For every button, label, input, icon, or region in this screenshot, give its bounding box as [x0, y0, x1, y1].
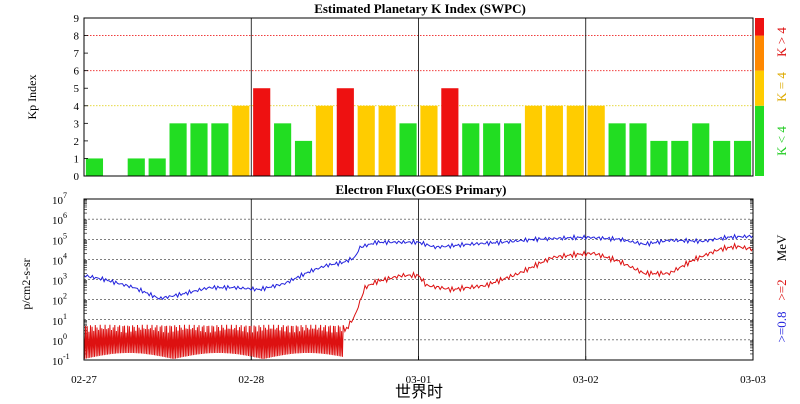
flux-series-2mev-line [83, 242, 754, 360]
kp-color-scale [755, 18, 764, 176]
flux-chart-title: Electron Flux(GOES Primary) [336, 182, 507, 197]
kp-bar [650, 140, 668, 176]
kp-bar [587, 105, 605, 176]
flux-y-tick-label: 100 [52, 332, 67, 348]
kp-bar [420, 105, 438, 176]
flux-x-tick-label: 02-28 [238, 374, 264, 386]
legend-k-low: K < 4 [774, 126, 789, 156]
kp-y-tick-label: 5 [74, 83, 80, 95]
kp-y-tick-label: 8 [74, 31, 80, 43]
kp-y-axis-label: Kp Index [25, 75, 39, 120]
kp-bar [315, 105, 333, 176]
kp-bar [566, 105, 584, 176]
kp-bar [671, 140, 689, 176]
legend-series-0.8mev: >=0.8 [774, 312, 789, 343]
kp-scale-segment [755, 105, 764, 176]
legend-unit-mev: MeV [774, 234, 789, 261]
kp-scale-segment [755, 70, 764, 106]
flux-y-tick-label: 102 [52, 292, 67, 308]
kp-y-tick-label: 4 [74, 101, 80, 113]
flux-y-tick-label: 103 [52, 272, 67, 288]
kp-y-tick-label: 7 [74, 48, 80, 60]
kp-grid [84, 18, 753, 176]
flux-x-tick-label: 03-03 [740, 374, 766, 386]
flux-y-tick-label: 10-1 [52, 352, 70, 368]
kp-y-tick-label: 0 [74, 171, 80, 183]
kp-bar [524, 105, 543, 176]
kp-y-tick-label: 3 [74, 118, 80, 130]
kp-y-tick-label: 9 [74, 13, 80, 25]
kp-bar [294, 140, 313, 176]
kp-bar [253, 88, 271, 176]
kp-scale-segment [755, 35, 764, 71]
kp-bar [336, 88, 354, 176]
kp-bar [399, 123, 417, 176]
flux-x-tick-labels: 02-27 02-28 03-01 03-02 03-03 [71, 356, 766, 386]
kp-bar [441, 88, 459, 176]
flux-x-tick-label: 03-02 [573, 374, 599, 386]
kp-bar [148, 158, 166, 176]
kp-bar [357, 105, 375, 176]
kp-bars [85, 88, 752, 176]
legend-k-equal: K = 4 [774, 72, 789, 102]
flux-y-tick-label: 101 [52, 312, 67, 328]
kp-bar [274, 123, 292, 176]
kp-bar [232, 105, 250, 176]
kp-bar [169, 123, 187, 176]
kp-scale-segment [755, 18, 764, 36]
flux-series-0.8mev-line [83, 233, 754, 301]
flux-x-tick-label: 03-01 [406, 374, 432, 386]
kp-bar [713, 140, 731, 176]
flux-y-tick-labels: 107 106 105 104 103 102 101 100 10-1 [52, 191, 70, 368]
kp-y-tick-label: 6 [74, 66, 80, 78]
kp-bar [211, 123, 229, 176]
kp-bar [545, 105, 563, 176]
kp-bar [504, 123, 522, 176]
legend-series-2mev: >=2 [774, 279, 789, 300]
flux-y-tick-label: 106 [52, 211, 67, 227]
kp-bar [85, 158, 104, 176]
kp-bar [733, 140, 752, 176]
kp-y-tick-label: 2 [74, 136, 80, 148]
flux-y-tick-label: 107 [52, 191, 67, 207]
kp-bar [378, 105, 396, 176]
kp-y-tick-label: 1 [74, 153, 80, 165]
flux-y-tick-label: 104 [52, 251, 67, 267]
kp-bar [629, 123, 647, 176]
legend-k-high: K > 4 [774, 27, 789, 57]
kp-y-tick-labels: 0 1 2 3 4 5 6 7 8 9 [74, 13, 88, 183]
kp-bar [462, 123, 480, 176]
kp-bar [608, 123, 626, 176]
flux-y-axis-label: p/cm2-s-sr [19, 258, 33, 309]
kp-bar [190, 123, 208, 176]
kp-plot-frame [83, 17, 754, 177]
kp-chart-title: Estimated Planetary K Index (SWPC) [314, 1, 526, 16]
kp-bar [483, 123, 501, 176]
flux-y-tick-label: 105 [52, 231, 67, 247]
flux-x-tick-label: 02-27 [71, 374, 97, 386]
kp-bar [127, 158, 145, 176]
kp-bar [692, 123, 710, 176]
flux-x-axis-label: 世界时 [395, 382, 443, 401]
